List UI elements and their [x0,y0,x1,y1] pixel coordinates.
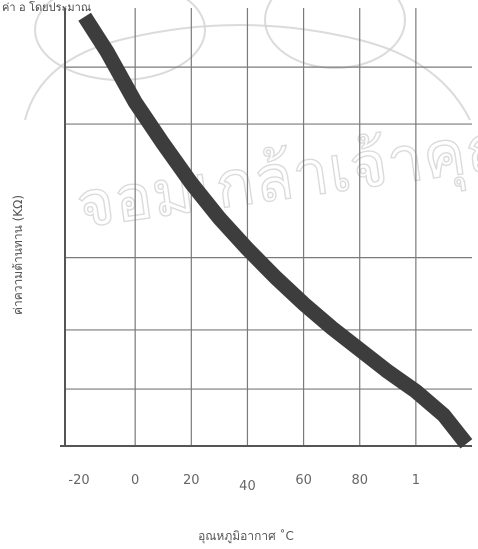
x-tick-labels: -20 0 20 40 60 80 1 [68,473,420,494]
y-axis-label: ค่าความต้านทาน (KΩ) [11,195,25,315]
series-line [78,12,473,449]
x-tick-label: -20 [68,473,89,488]
series-layer [78,12,473,449]
grid [60,8,472,447]
header-text: ค่า อ โดยประมาณ [2,0,91,14]
x-tick-label: 80 [351,473,368,488]
watermark-text: จอมเกล้าเจ้าคุณ [72,107,478,244]
x-axis-label: อุณหภูมิอากาศ ˚C [198,528,294,544]
x-tick-label: 20 [183,473,200,488]
x-tick-label: 60 [295,473,312,488]
x-tick-label: 40 [239,479,256,494]
x-tick-label: 0 [131,473,139,488]
x-tick-label: 1 [412,473,420,488]
